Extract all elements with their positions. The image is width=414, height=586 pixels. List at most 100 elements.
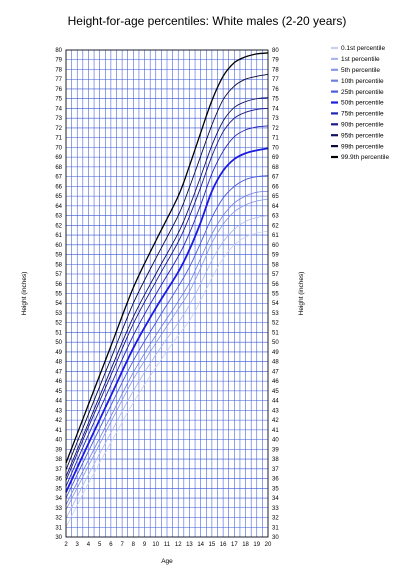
y-tick-label-left: 62 (55, 223, 62, 229)
y-tick-label-left: 32 (55, 516, 62, 522)
y-tick-label-left: 36 (55, 477, 62, 483)
y-tick-label-left: 35 (55, 486, 62, 492)
y-tick-label-left: 37 (55, 467, 62, 473)
y-tick-label-right: 75 (272, 97, 279, 103)
y-tick-label-left: 53 (55, 311, 62, 317)
y-tick-label-right: 73 (272, 116, 279, 122)
x-tick-label: 2 (64, 542, 68, 548)
y-tick-label-left: 39 (55, 447, 62, 453)
x-tick-label: 17 (231, 542, 238, 548)
series-layer (65, 52, 269, 528)
y-tick-label-left: 77 (55, 77, 62, 83)
chart-title: Height-for-age percentiles: White males … (67, 14, 347, 28)
x-tick-label: 20 (265, 542, 272, 548)
y-tick-label-left: 57 (55, 272, 62, 278)
x-tick-label: 4 (87, 542, 91, 548)
y-tick-label-right: 52 (272, 321, 279, 327)
legend-entry-label: 5th percentile (341, 67, 380, 74)
y-tick-label-right: 72 (272, 126, 279, 132)
y-tick-label-left: 40 (55, 438, 62, 444)
y-tick-label-right: 79 (272, 58, 279, 64)
legend-entry-label: 1st percentile (341, 56, 380, 63)
x-tick-label: 7 (120, 542, 124, 548)
y-tick-label-left: 70 (55, 145, 62, 151)
y-tick-label-right: 31 (272, 525, 279, 531)
y-tick-label-right: 40 (272, 438, 279, 444)
y-tick-label-left: 34 (55, 496, 62, 502)
y-tick-label-left: 68 (55, 165, 62, 171)
y-tick-label-right: 65 (272, 194, 279, 200)
y-tick-labels-left: 30 31 32 33 34 35 36 37 38 39 40 41 42 43 44 45 46 47 48 49… (55, 48, 62, 541)
y-tick-label-left: 69 (55, 155, 62, 161)
x-tick-label: 6 (109, 542, 113, 548)
legend-entry-label: 75th percentile (341, 111, 384, 118)
y-tick-label-left: 71 (55, 136, 62, 142)
x-tick-label: 12 (175, 542, 182, 548)
y-tick-label-right: 59 (272, 253, 279, 259)
y-tick-label-right: 39 (272, 447, 279, 453)
y-tick-label-left: 79 (55, 58, 62, 64)
x-tick-labels: 2 3 4 5 6 7 8 9 10 11 12 13 14 15 16 17 18 19 20 (64, 542, 272, 548)
y-tick-label-left: 74 (55, 106, 62, 112)
y-tick-label-right: 68 (272, 165, 279, 171)
legend-entry-label: 25th percentile (341, 89, 384, 96)
y-tick-label-right: 54 (272, 301, 279, 307)
legend-entry-label: 10th percentile (341, 78, 384, 85)
legend: 0.1st percentile 1st percentile 5th percen… (331, 45, 389, 161)
y-tick-label-left: 67 (55, 175, 62, 181)
y-tick-label-right: 76 (272, 87, 279, 93)
y-tick-label-right: 50 (272, 340, 279, 346)
y-tick-label-left: 43 (55, 408, 62, 414)
y-tick-label-left: 47 (55, 369, 62, 375)
y-tick-label-right: 80 (272, 48, 279, 54)
y-tick-label-left: 46 (55, 379, 62, 385)
y-tick-label-right: 56 (272, 282, 279, 288)
y-tick-label-right: 69 (272, 155, 279, 161)
y-tick-label-left: 49 (55, 350, 62, 356)
y-tick-label-left: 50 (55, 340, 62, 346)
y-tick-label-right: 49 (272, 350, 279, 356)
y-tick-label-right: 53 (272, 311, 279, 317)
y-tick-label-right: 70 (272, 145, 279, 151)
legend-entry-label: 0.1st percentile (341, 45, 385, 52)
x-tick-label: 19 (253, 542, 260, 548)
legend-entry-label: 50th percentile (341, 100, 384, 107)
series-line-10th-percentile (65, 190, 269, 506)
y-tick-label-left: 78 (55, 67, 62, 73)
series-line-99th-percentile (65, 73, 269, 470)
y-tick-label-left: 42 (55, 418, 62, 424)
y-tick-label-left: 38 (55, 457, 62, 463)
y-tick-label-left: 61 (55, 233, 62, 239)
x-tick-label: 9 (143, 542, 147, 548)
y-tick-label-left: 41 (55, 428, 62, 434)
y-tick-label-right: 46 (272, 379, 279, 385)
x-tick-label: 11 (164, 542, 171, 548)
y-tick-label-right: 74 (272, 106, 279, 112)
series-line-75th-percentile (65, 125, 269, 487)
y-tick-label-right: 34 (272, 496, 279, 502)
x-tick-label: 8 (132, 542, 136, 548)
y-tick-label-right: 42 (272, 418, 279, 424)
y-tick-label-right: 38 (272, 457, 279, 463)
y-tick-label-left: 80 (55, 48, 62, 54)
y-tick-label-right: 43 (272, 408, 279, 414)
y-tick-labels-right: 30 31 32 33 34 35 36 37 38 39 40 41 42 43 44 45 46 47 48 49… (272, 48, 279, 541)
y-tick-label-left: 44 (55, 399, 62, 405)
y-tick-label-left: 76 (55, 87, 62, 93)
y-tick-label-right: 78 (272, 67, 279, 73)
y-tick-label-left: 60 (55, 243, 62, 249)
y-tick-label-right: 62 (272, 223, 279, 229)
y-tick-label-right: 67 (272, 175, 279, 181)
y-axis-label-left: Height (inches) (21, 272, 28, 316)
y-tick-label-right: 36 (272, 477, 279, 483)
y-tick-label-right: 41 (272, 428, 279, 434)
y-tick-label-left: 65 (55, 194, 62, 200)
y-tick-label-right: 47 (272, 369, 279, 375)
y-tick-label-right: 71 (272, 136, 279, 142)
y-tick-label-right: 63 (272, 214, 279, 220)
y-tick-label-right: 44 (272, 399, 279, 405)
y-tick-label-left: 58 (55, 262, 62, 268)
series-line-90th-percentile (65, 107, 269, 481)
y-tick-label-right: 45 (272, 389, 279, 395)
